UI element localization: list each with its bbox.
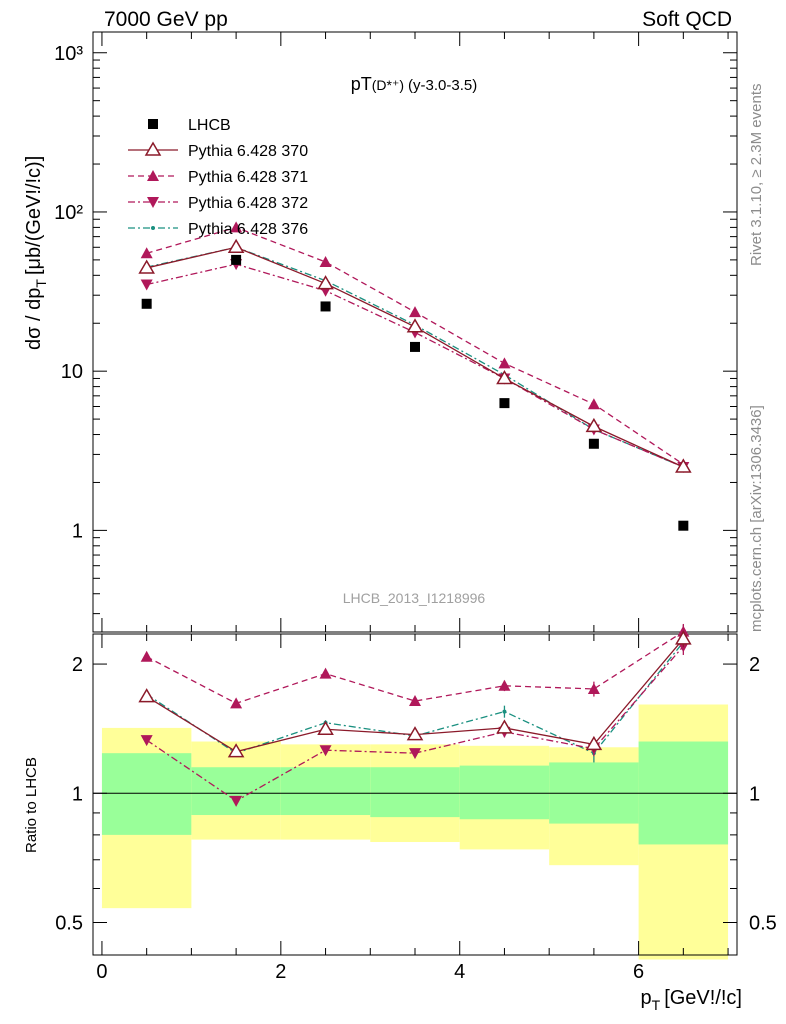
ratio-point-pythia-6-428-372: [230, 795, 243, 807]
ratio-y-tick-label-right: 0.5: [749, 912, 777, 934]
legend-label-pythia-6-428-372: Pythia 6.428 372: [188, 195, 308, 212]
main-line-pythia-6-428-376: [146, 246, 684, 468]
main-line-pythia-6-428-370: [146, 246, 684, 468]
ratio-point-pythia-6-428-371: [498, 679, 511, 691]
main-line-pythia-6-428-372: [146, 263, 684, 468]
legend-marker-pythia-6-428-376: [151, 226, 155, 230]
plot-title-range: (y-3.0-3.5): [408, 77, 477, 94]
ratio-y-tick-label-left: 1: [72, 783, 83, 805]
legend-marker-pythia-6-428-371: [147, 170, 159, 181]
main-point-pythia-6-428-371: [498, 357, 511, 369]
main-point-pythia-6-428-370: [585, 417, 603, 433]
main-y-tick-label: 1: [72, 520, 83, 542]
ratio-point-pythia-6-428-370: [138, 688, 155, 703]
band-green-2: [280, 767, 371, 816]
legend-label-pythia-6-428-370: Pythia 6.428 370: [188, 143, 308, 160]
ratio-y-tick-label-left: 0.5: [55, 912, 83, 934]
main-point-pythia-6-428-370: [496, 369, 513, 385]
band-green-3: [370, 767, 460, 818]
plot-title-main: pT: [351, 74, 372, 94]
ratio-point-pythia-6-428-376: [502, 709, 507, 714]
ratio-point-pythia-6-428-371: [319, 667, 332, 679]
watermark: LHCB_2013_I1218996: [343, 590, 486, 606]
legend-marker-lhcb: [148, 119, 158, 129]
x-axis-label-tail: [GeV!/!c]: [664, 987, 742, 1009]
main-point-pythia-6-428-371: [319, 255, 332, 267]
main-point-lhcb: [231, 254, 242, 265]
x-axis-label-text: p: [641, 987, 652, 1009]
band-green-4: [459, 765, 550, 820]
main-point-lhcb: [678, 520, 689, 531]
x-axis-label: pT [GeV!/!c]: [641, 987, 743, 1013]
main-y-tick-label: 10²: [54, 202, 83, 224]
legend-label-pythia-6-428-376: Pythia 6.428 376: [188, 221, 308, 238]
main-y-tick-label: 10³: [54, 43, 83, 65]
main-point-pythia-6-428-371: [587, 398, 600, 410]
ratio-point-pythia-6-428-370: [496, 719, 513, 734]
main-point-lhcb: [320, 301, 331, 312]
legend: LHCB Pythia 6.428 370 Pythia 6.428 371 Pyth…: [128, 117, 308, 238]
x-tick-label: 4: [454, 961, 465, 983]
ratio-point-pythia-6-428-372: [319, 745, 332, 757]
main-point-pythia-6-428-371: [230, 221, 243, 233]
legend-label-lhcb: LHCB: [188, 117, 231, 134]
ratio-y-tick-label-right: 1: [749, 783, 760, 805]
plot-title-super: (D*⁺): [372, 77, 404, 93]
ratio-y-axis-label: Ratio to LHCB: [23, 757, 40, 853]
main-point-lhcb: [499, 398, 510, 409]
ratio-point-pythia-6-428-370: [406, 726, 424, 741]
ratio-point-pythia-6-428-372: [409, 748, 421, 760]
main-point-pythia-6-428-370: [138, 259, 155, 274]
main-point-pythia-6-428-370: [675, 458, 692, 473]
band-green-1: [191, 767, 281, 816]
ratio-point-pythia-6-428-371: [140, 650, 153, 662]
ratio-point-pythia-6-428-371: [587, 682, 600, 694]
main-point-pythia-6-428-371: [140, 247, 153, 259]
header-left: 7000 GeV pp: [104, 8, 228, 31]
legend-marker-pythia-6-428-370: [144, 141, 162, 156]
ratio-point-pythia-6-428-372: [140, 735, 153, 747]
main-y-axis-label: dσ / dpT [μb/(GeV!/!c)]: [23, 156, 49, 350]
header-right: Soft QCD: [642, 8, 732, 31]
main-y-axis-label-sub: T: [33, 279, 49, 288]
legend-marker-pythia-6-428-372: [147, 197, 159, 208]
main-y-axis-label-tail: [μb/(GeV!/!c)]: [23, 156, 45, 275]
ratio-point-pythia-6-428-370: [585, 735, 603, 751]
x-tick-label: 6: [633, 961, 644, 983]
ratio-line-pythia-6-428-371: [146, 631, 684, 705]
main-point-lhcb: [410, 341, 420, 352]
ratio-point-pythia-6-428-371: [409, 695, 421, 707]
band-green-0: [101, 753, 192, 835]
main-plot-frame: 1 10 10² 10³: [54, 31, 738, 633]
ratio-point-pythia-6-428-370: [227, 743, 245, 758]
ratio-y-tick-label-right: 2: [749, 654, 760, 676]
ratio-plot-series: [138, 623, 692, 807]
main-point-pythia-6-428-370: [227, 238, 245, 254]
main-point-lhcb: [141, 298, 152, 309]
ratio-point-pythia-6-428-370: [317, 720, 334, 735]
ratio-y-tick-label-left: 2: [72, 654, 83, 676]
main-point-pythia-6-428-370: [317, 275, 334, 290]
ratio-plot-frame: 0.5 0.5 1 1 2 2 0 2 4 6: [55, 633, 777, 983]
ratio-uncertainty-bands: [101, 704, 729, 960]
ratio-point-pythia-6-428-370: [675, 630, 692, 645]
main-point-lhcb: [588, 438, 599, 449]
main-plot-series: [138, 221, 692, 531]
main-point-pythia-6-428-371: [409, 306, 421, 318]
main-point-pythia-6-428-370: [406, 318, 424, 333]
main-point-pythia-6-428-372: [140, 279, 153, 291]
main-y-tick-label: 10: [61, 361, 83, 383]
x-tick-label: 2: [275, 961, 286, 983]
ratio-point-pythia-6-428-371: [230, 697, 243, 709]
x-tick-label: 0: [96, 961, 107, 983]
legend-label-pythia-6-428-371: Pythia 6.428 371: [188, 169, 308, 186]
x-axis-label-sub: T: [652, 997, 661, 1013]
plot-title: pT(D*⁺) (y-3.0-3.5): [351, 74, 477, 94]
main-y-axis-label-text: dσ / dp: [23, 288, 45, 350]
